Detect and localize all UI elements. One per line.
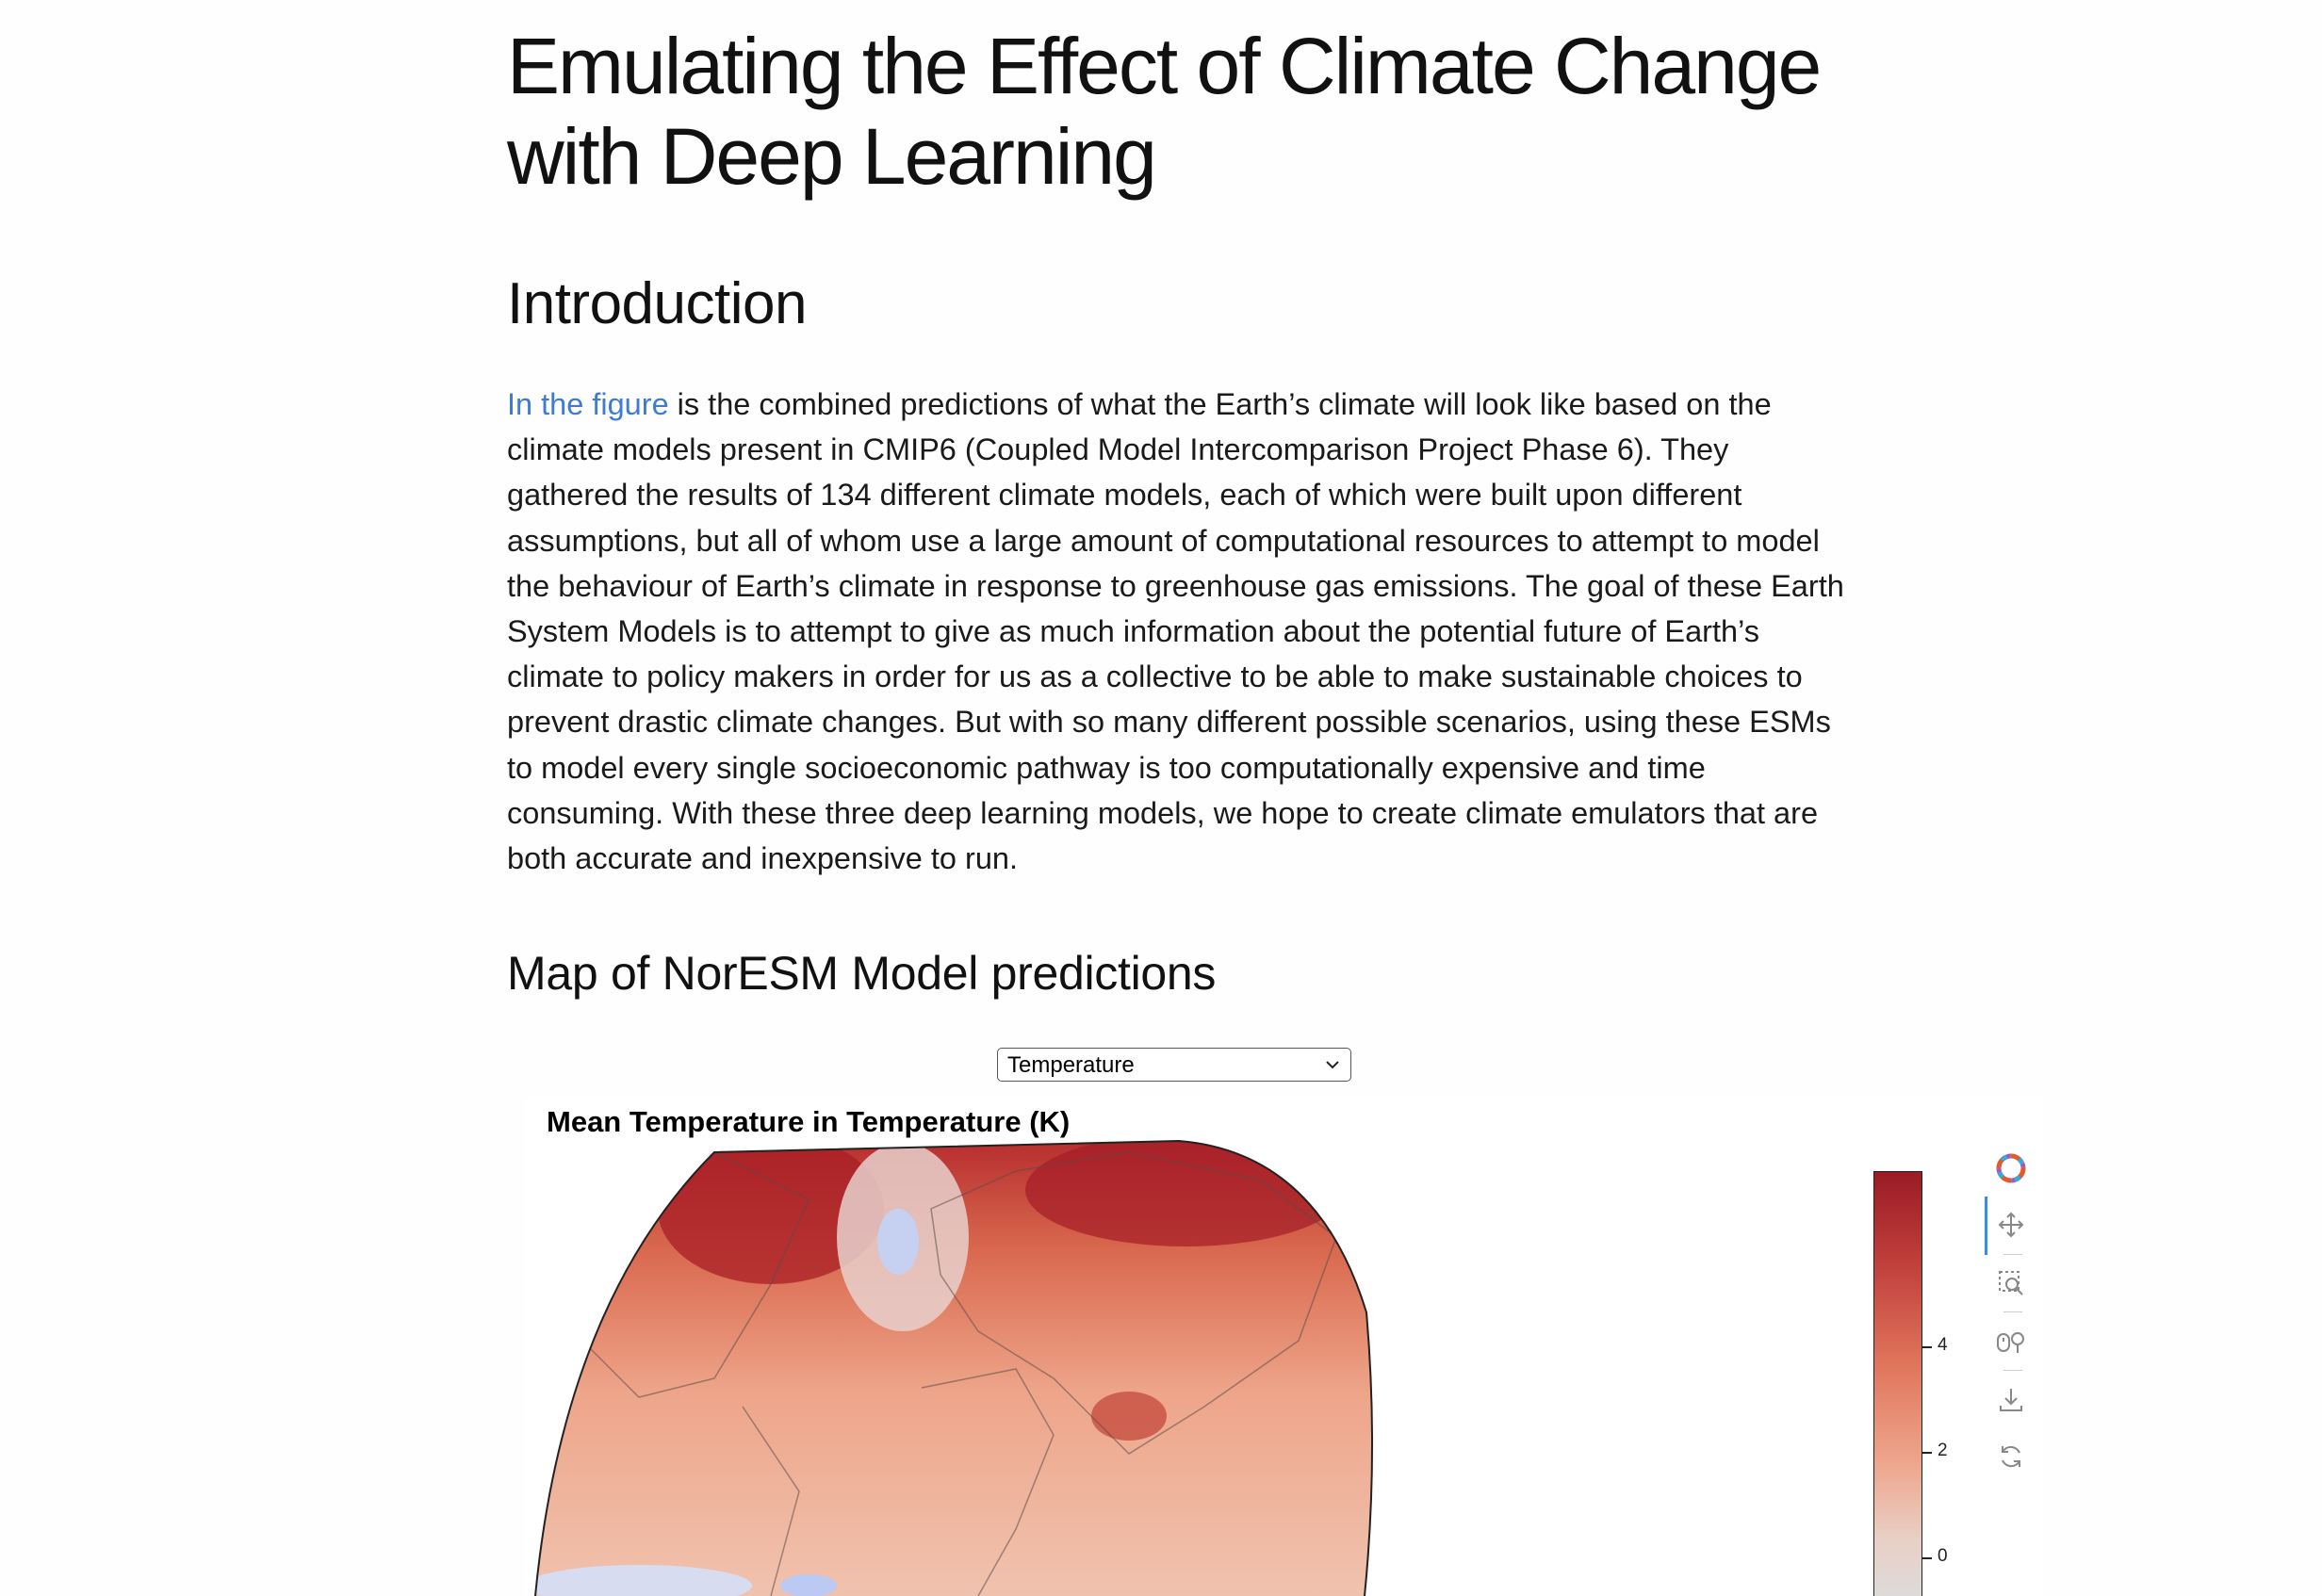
variable-select-value: Temperature xyxy=(1007,1052,1135,1078)
in-the-figure-link[interactable]: In the figure xyxy=(507,387,669,421)
colorbar-tick xyxy=(1922,1346,1932,1348)
world-map[interactable] xyxy=(526,1096,1845,1596)
page-title: Emulating the Effect of Climate Change w… xyxy=(507,22,1822,201)
introduction-text: is the combined predictions of what the … xyxy=(507,387,1844,876)
wheel-zoom-icon[interactable] xyxy=(1983,1319,2039,1364)
plot-toolbar xyxy=(1983,1146,2039,1485)
colorbar-tick xyxy=(1922,1557,1932,1559)
colorbar-tick-label: 0 xyxy=(1938,1546,1948,1566)
variable-select[interactable]: Temperature xyxy=(997,1048,1351,1082)
plot-title: Mean Temperature in Temperature (K) xyxy=(547,1105,1071,1138)
colorbar-tick xyxy=(1922,1452,1932,1454)
save-icon[interactable] xyxy=(1983,1377,2039,1423)
colorbar-tick-label: 4 xyxy=(1938,1335,1948,1355)
temperature-map-plot[interactable]: Mean Temperature in Temperature (K) xyxy=(526,1096,2043,1596)
bokeh-logo-icon[interactable] xyxy=(1983,1146,2039,1191)
colorbar xyxy=(1873,1171,1922,1596)
introduction-heading: Introduction xyxy=(507,271,808,336)
pan-icon[interactable] xyxy=(1983,1202,2039,1247)
map-section-heading: Map of NorESM Model predictions xyxy=(507,947,1217,1000)
active-tool-indicator xyxy=(1985,1197,1987,1255)
map-surface xyxy=(535,1141,1373,1596)
box-zoom-icon[interactable] xyxy=(1983,1261,2039,1306)
colorbar-tick-label: 2 xyxy=(1938,1441,1948,1460)
reset-icon[interactable] xyxy=(1983,1434,2039,1479)
chevron-down-icon xyxy=(1326,1061,1339,1069)
introduction-paragraph: In the figure is the combined prediction… xyxy=(507,382,1845,881)
